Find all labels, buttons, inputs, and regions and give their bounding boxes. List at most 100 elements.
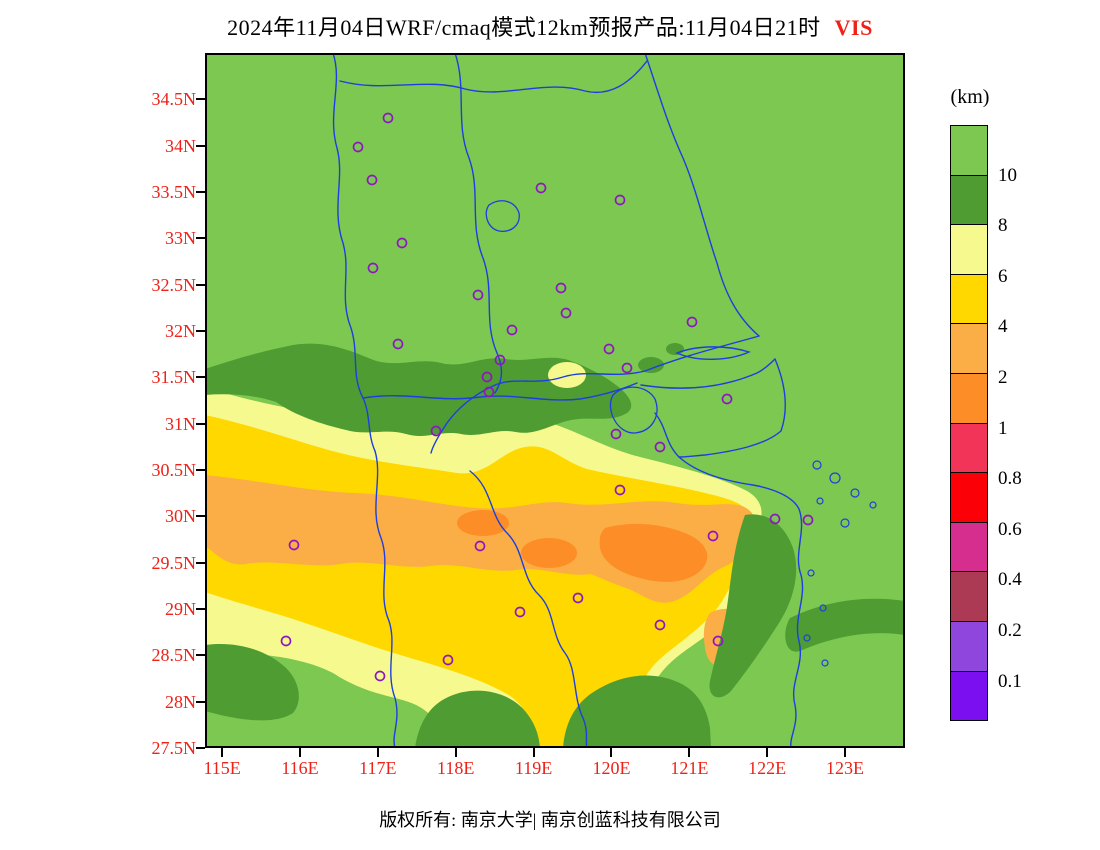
colorbar-tick-label: 0.2 bbox=[998, 620, 1022, 641]
lon-axis-label: 116E bbox=[281, 758, 319, 778]
axis-tick bbox=[610, 748, 613, 757]
colorbar-cell bbox=[950, 224, 988, 275]
lon-axis-label: 123E bbox=[826, 758, 865, 778]
station-marker bbox=[712, 635, 724, 647]
vis-1-2-patch bbox=[521, 538, 577, 568]
station-marker bbox=[430, 425, 442, 437]
station-marker bbox=[614, 194, 626, 206]
lon-axis-label: 117E bbox=[359, 758, 397, 778]
colorbar-tick-label: 0.8 bbox=[998, 468, 1022, 490]
station-marker bbox=[474, 540, 486, 552]
vis-6-8-hole bbox=[548, 362, 586, 388]
axis-tick bbox=[766, 748, 769, 757]
station-marker bbox=[654, 441, 666, 453]
map-plot-area bbox=[205, 53, 905, 748]
colorbar-cell bbox=[950, 620, 988, 672]
lat-axis-label: 34N bbox=[165, 135, 196, 156]
colorbar-tick-label: 0.6 bbox=[998, 518, 1022, 540]
lat-axis-label: 31N bbox=[165, 413, 196, 434]
station-marker bbox=[352, 141, 364, 153]
colorbar-tick-label: 0.4 bbox=[998, 569, 1022, 591]
colorbar-cell bbox=[950, 422, 988, 474]
station-marker bbox=[614, 484, 626, 496]
station-marker bbox=[494, 354, 506, 366]
station-marker bbox=[506, 324, 518, 336]
lat-axis-label: 27.5N bbox=[151, 738, 197, 758]
colorbar-unit-label: (km) bbox=[950, 86, 990, 108]
axis-tick bbox=[196, 747, 205, 749]
station-marker bbox=[472, 289, 484, 301]
lat-axis-label: 30.5N bbox=[151, 460, 197, 480]
station-marker bbox=[555, 282, 567, 294]
colorbar-tick-label: 1 bbox=[998, 417, 1008, 439]
station-marker bbox=[367, 262, 379, 274]
station-marker bbox=[392, 338, 404, 350]
colorbar-tick-label: 2 bbox=[998, 367, 1008, 388]
axis-tick bbox=[196, 422, 205, 425]
lake-hongze bbox=[485, 200, 520, 232]
colorbar-tick-label: 0.1 bbox=[998, 670, 1022, 692]
station-marker bbox=[654, 619, 666, 631]
axis-tick bbox=[376, 748, 379, 757]
colorbar-cell bbox=[950, 670, 988, 722]
axis-tick bbox=[196, 237, 205, 240]
colorbar-cell bbox=[950, 521, 988, 573]
lon-axis-label: 115E bbox=[203, 758, 241, 778]
colorbar-cell bbox=[950, 323, 988, 374]
station-marker bbox=[603, 343, 615, 355]
station-marker bbox=[707, 530, 719, 542]
colorbar-tick-label: 4 bbox=[998, 316, 1008, 338]
lat-axis-label: 28.5N bbox=[151, 645, 197, 666]
lat-axis-label: 29.5N bbox=[151, 552, 197, 573]
axis-tick bbox=[298, 748, 301, 757]
lat-axis-label: 31.5N bbox=[151, 367, 197, 388]
vis-8-10-south-patch bbox=[563, 675, 711, 748]
lake-taihu bbox=[609, 386, 658, 434]
station-marker bbox=[288, 539, 300, 551]
axis-tick bbox=[196, 515, 205, 518]
station-marker bbox=[481, 371, 493, 383]
vis-8-10-spot bbox=[638, 357, 664, 373]
axis-tick bbox=[221, 748, 224, 757]
station-marker bbox=[280, 635, 292, 647]
station-marker bbox=[366, 174, 378, 186]
colorbar-tick-label: 10 bbox=[998, 164, 1017, 186]
axis-tick bbox=[196, 330, 205, 332]
station-marker bbox=[442, 654, 454, 666]
lat-axis-label: 32N bbox=[165, 321, 196, 341]
vis-2-4-region bbox=[205, 475, 756, 603]
lat-axis-label: 33N bbox=[165, 228, 196, 249]
station-marker bbox=[686, 316, 698, 328]
axis-tick bbox=[196, 469, 205, 471]
vis-8-10-spot bbox=[666, 343, 684, 355]
coastal-islands bbox=[803, 460, 877, 667]
station-marker bbox=[483, 386, 495, 398]
colorbar-cell bbox=[950, 174, 988, 226]
station-marker bbox=[802, 514, 814, 526]
lat-axis-label: 30N bbox=[165, 506, 196, 527]
lat-axis-label: 29N bbox=[165, 599, 196, 619]
province-borders bbox=[332, 53, 877, 748]
map-frame bbox=[205, 53, 905, 748]
station-marker bbox=[721, 393, 733, 405]
station-marker bbox=[374, 670, 386, 682]
station-marker bbox=[621, 362, 633, 374]
vis-8-10-band bbox=[205, 343, 632, 436]
axis-tick bbox=[532, 748, 535, 757]
title-text: 2024年11月04日WRF/cmaq模式12km预报产品:11月04日21时 bbox=[227, 15, 821, 40]
axis-tick bbox=[196, 376, 205, 379]
lon-axis-label: 120E bbox=[592, 758, 631, 778]
vis-8-10-coastal-strip bbox=[709, 514, 797, 698]
vis-8-10-southwest-patch bbox=[205, 643, 299, 721]
lon-axis-label: 122E bbox=[748, 758, 787, 778]
axis-tick bbox=[688, 748, 691, 757]
vis-8-10-south-patch bbox=[415, 690, 540, 748]
axis-tick bbox=[196, 561, 205, 564]
lat-axis-label: 32.5N bbox=[151, 274, 197, 295]
lon-axis-label: 119E bbox=[514, 758, 553, 778]
title-variable-tag: VIS bbox=[834, 15, 873, 40]
colorbar-cell bbox=[950, 125, 988, 176]
copyright-footer: 版权所有: 南京大学| 南京创蓝科技有限公司 bbox=[379, 810, 721, 830]
axis-tick bbox=[844, 748, 847, 757]
